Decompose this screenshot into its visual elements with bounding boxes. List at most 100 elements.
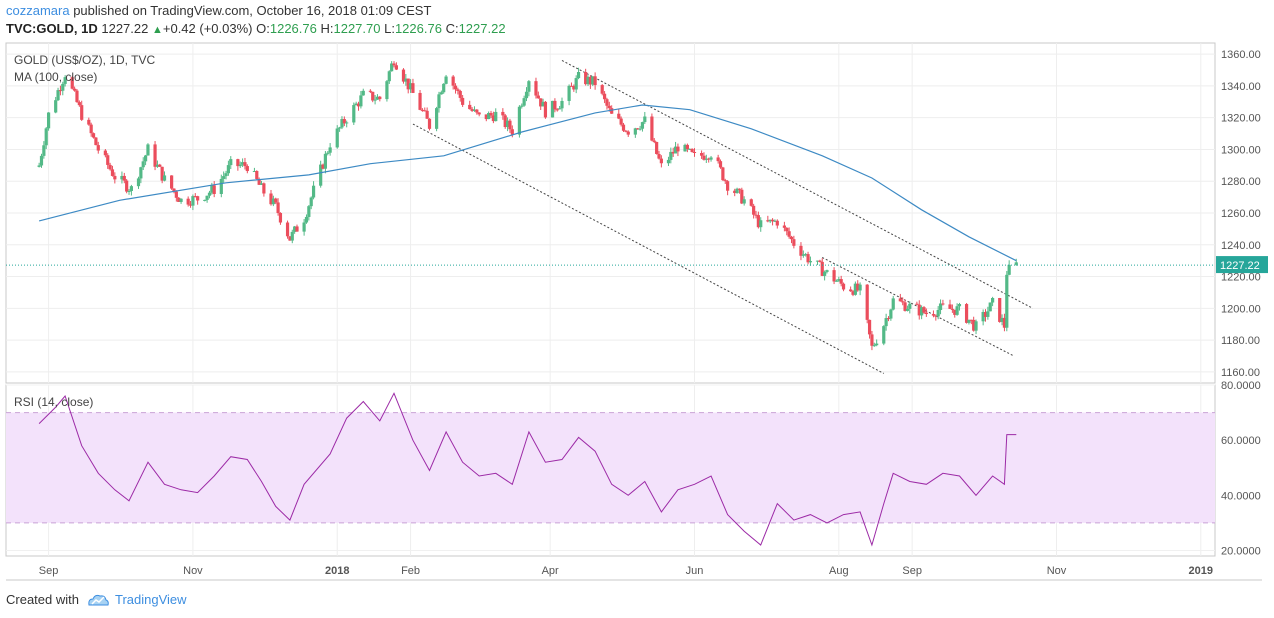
candle [368,90,372,92]
candle [489,112,493,116]
candle [974,321,978,331]
candle [652,140,656,142]
candle [865,284,869,320]
candle [44,128,48,146]
candle [75,90,79,103]
candle [170,175,174,189]
candle [361,90,365,96]
tradingview-link[interactable]: TradingView [114,592,187,607]
price-tick-label: 1240.00 [1221,240,1261,252]
candle [922,307,926,313]
candle [621,124,626,131]
candle [541,101,545,107]
candle [191,196,195,206]
candle [77,102,81,106]
candle [555,109,559,111]
candle [136,178,141,187]
candle [643,116,647,123]
candle [451,76,455,86]
candle [972,319,976,331]
candle [113,175,117,180]
candle [988,302,992,312]
candle [139,167,143,179]
close-label: C: [445,21,459,36]
candle [96,145,100,151]
candle [560,100,564,109]
candle [56,90,60,101]
x-tick-label: Apr [542,565,559,577]
price-tick-label: 1260.00 [1221,208,1261,220]
candle [889,309,893,319]
candle [456,89,460,91]
candle [345,122,349,124]
candle [321,164,325,169]
candle [934,315,938,317]
ma-100-line [38,104,1017,262]
candle [536,95,540,99]
rsi-band [6,412,1215,523]
candle [337,127,342,129]
candle [385,81,389,100]
candle [359,95,363,107]
candle [867,319,872,335]
candle [853,283,857,295]
candle [508,120,512,130]
candle [898,298,902,302]
candle [655,141,659,154]
candle [255,171,259,179]
symbol-name: TVC:GOLD, 1D [6,21,98,36]
last-price-tag [1216,256,1268,274]
candle [872,345,876,347]
trend-channel-line [561,60,1034,309]
candle [650,116,654,141]
candle [884,318,888,327]
candle [792,239,796,246]
price-tick-label: 1320.00 [1221,113,1261,125]
candle [491,115,495,122]
candle [174,191,178,198]
footer: Created with TradingView [6,592,187,607]
candle [328,147,332,153]
candle [782,225,786,228]
candle [127,190,131,192]
candle [42,145,46,156]
candle [818,260,822,262]
candle [726,181,730,191]
candle [505,120,510,128]
candle [955,306,959,315]
x-tick-label: 2018 [325,565,349,577]
rsi-tick-label: 80.0000 [1221,380,1261,392]
candle [891,298,895,310]
candle [110,169,115,176]
candle [439,92,443,95]
candle [371,91,375,101]
candle [401,69,406,82]
high-label: H: [320,21,334,36]
candle [742,199,746,204]
candle [659,158,663,164]
candle [494,111,498,122]
candle [120,175,124,180]
candle [210,185,214,193]
x-tick-label: Aug [829,565,849,577]
low-value: 1226.76 [394,21,442,36]
candle [825,270,829,272]
candle [1007,264,1011,275]
author-link[interactable]: cozzamara [6,3,70,18]
candle [820,261,824,276]
candle [593,76,597,86]
price-tick-label: 1280.00 [1221,176,1261,188]
candle [510,129,514,135]
candle [420,109,425,111]
candle [702,155,706,160]
candle [856,283,860,291]
candle [319,164,323,186]
candle [766,220,770,222]
candle [153,144,157,167]
candle [584,72,588,85]
candle [768,219,772,222]
candle [435,108,439,129]
candle [295,226,299,232]
candle [203,199,207,201]
